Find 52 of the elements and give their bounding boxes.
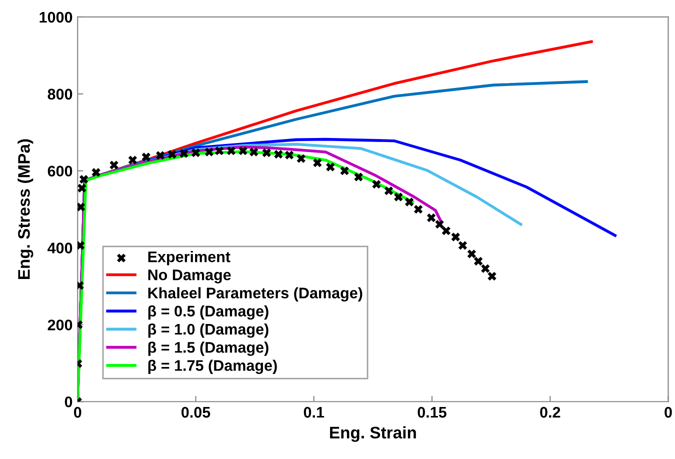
point	[91, 168, 101, 178]
x-tick-label: 0	[664, 406, 672, 418]
y-tick-label: 600	[48, 166, 72, 177]
point	[326, 162, 336, 172]
point	[474, 256, 484, 266]
y-axis-title: Eng. Stress (MPa)	[18, 139, 34, 280]
x-tick-label: 0	[74, 406, 82, 418]
point	[340, 166, 350, 176]
point	[487, 271, 497, 282]
point	[441, 226, 451, 236]
legend-label: Experiment	[148, 251, 230, 266]
legend-label: β = 1.0 (Damage)	[148, 323, 268, 338]
point	[78, 183, 87, 193]
point	[312, 158, 322, 168]
legend-label: No Damage	[148, 270, 231, 284]
legend-label: β = 1.5 (Damage)	[148, 342, 268, 356]
point	[78, 174, 89, 184]
legend-label: β = 0.5 (Damage)	[148, 305, 268, 320]
point	[450, 232, 460, 242]
point	[458, 240, 468, 250]
legend-label: β = 1.75 (Damage)	[148, 360, 277, 374]
point	[156, 150, 166, 160]
point	[394, 192, 404, 202]
x-tick-label: 0.2	[540, 406, 560, 418]
point	[372, 180, 382, 190]
y-tick-label: 400	[48, 242, 72, 254]
point	[179, 148, 189, 158]
legend-label: Khaleel Parameters (Damage)	[148, 287, 362, 302]
point	[414, 204, 424, 214]
point	[384, 186, 394, 196]
y-tick-label: 200	[48, 320, 72, 330]
point	[354, 172, 364, 182]
x-tick-label: 0.1	[304, 406, 324, 418]
point	[404, 197, 414, 207]
point	[262, 148, 272, 158]
point	[466, 249, 476, 259]
x-tick-label: 0.05	[181, 406, 210, 418]
point	[296, 154, 306, 164]
point	[167, 150, 177, 160]
point	[426, 212, 436, 223]
x-axis-title: Eng. Strain	[330, 426, 416, 442]
x-tick-label: 0.15	[418, 406, 446, 418]
y-tick-label: 1000	[40, 12, 72, 23]
point	[226, 146, 236, 156]
point	[434, 220, 444, 230]
y-tick-label: 0	[64, 396, 72, 408]
point	[190, 148, 201, 158]
point	[480, 264, 490, 274]
point	[141, 152, 151, 162]
point	[128, 155, 138, 165]
point	[109, 160, 119, 170]
y-tick-label: 800	[48, 88, 72, 100]
